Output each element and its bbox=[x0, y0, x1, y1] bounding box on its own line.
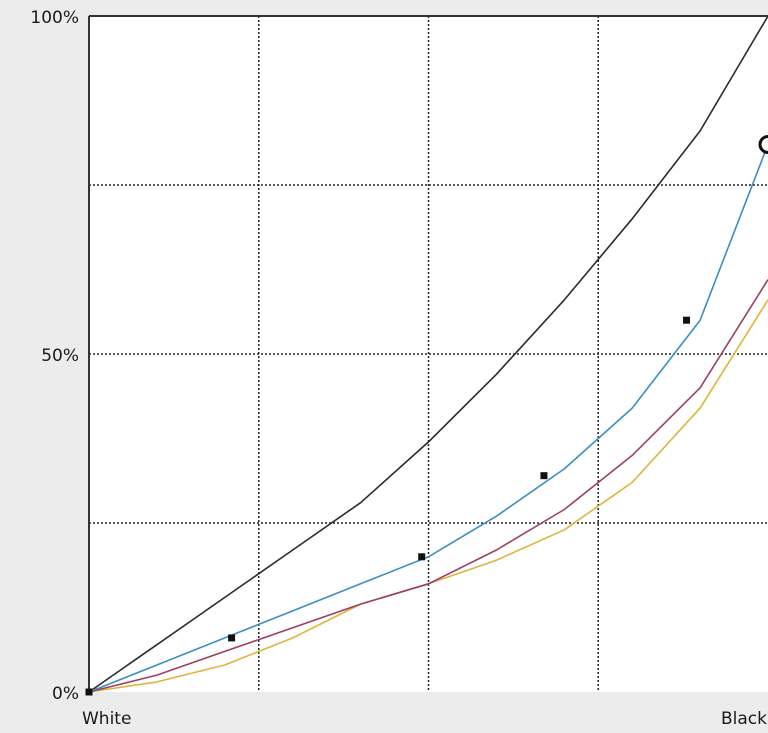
y-tick-label-2: 0% bbox=[52, 684, 79, 704]
x-tick-label-0: White bbox=[82, 709, 131, 729]
y-tick-label-1: 50% bbox=[41, 346, 79, 366]
control-point-3[interactable] bbox=[540, 472, 548, 480]
series-line-1 bbox=[88, 144, 768, 693]
control-point-4[interactable] bbox=[683, 316, 691, 324]
x-tick-label-1: Black bbox=[721, 709, 767, 729]
series-line-0 bbox=[88, 15, 768, 693]
series-line-2 bbox=[88, 279, 768, 693]
control-point-2[interactable] bbox=[418, 553, 426, 561]
y-tick-label-0: 100% bbox=[30, 8, 79, 28]
control-point-1[interactable] bbox=[228, 634, 236, 642]
control-point-5[interactable] bbox=[758, 134, 768, 154]
control-point-0[interactable] bbox=[85, 688, 93, 696]
